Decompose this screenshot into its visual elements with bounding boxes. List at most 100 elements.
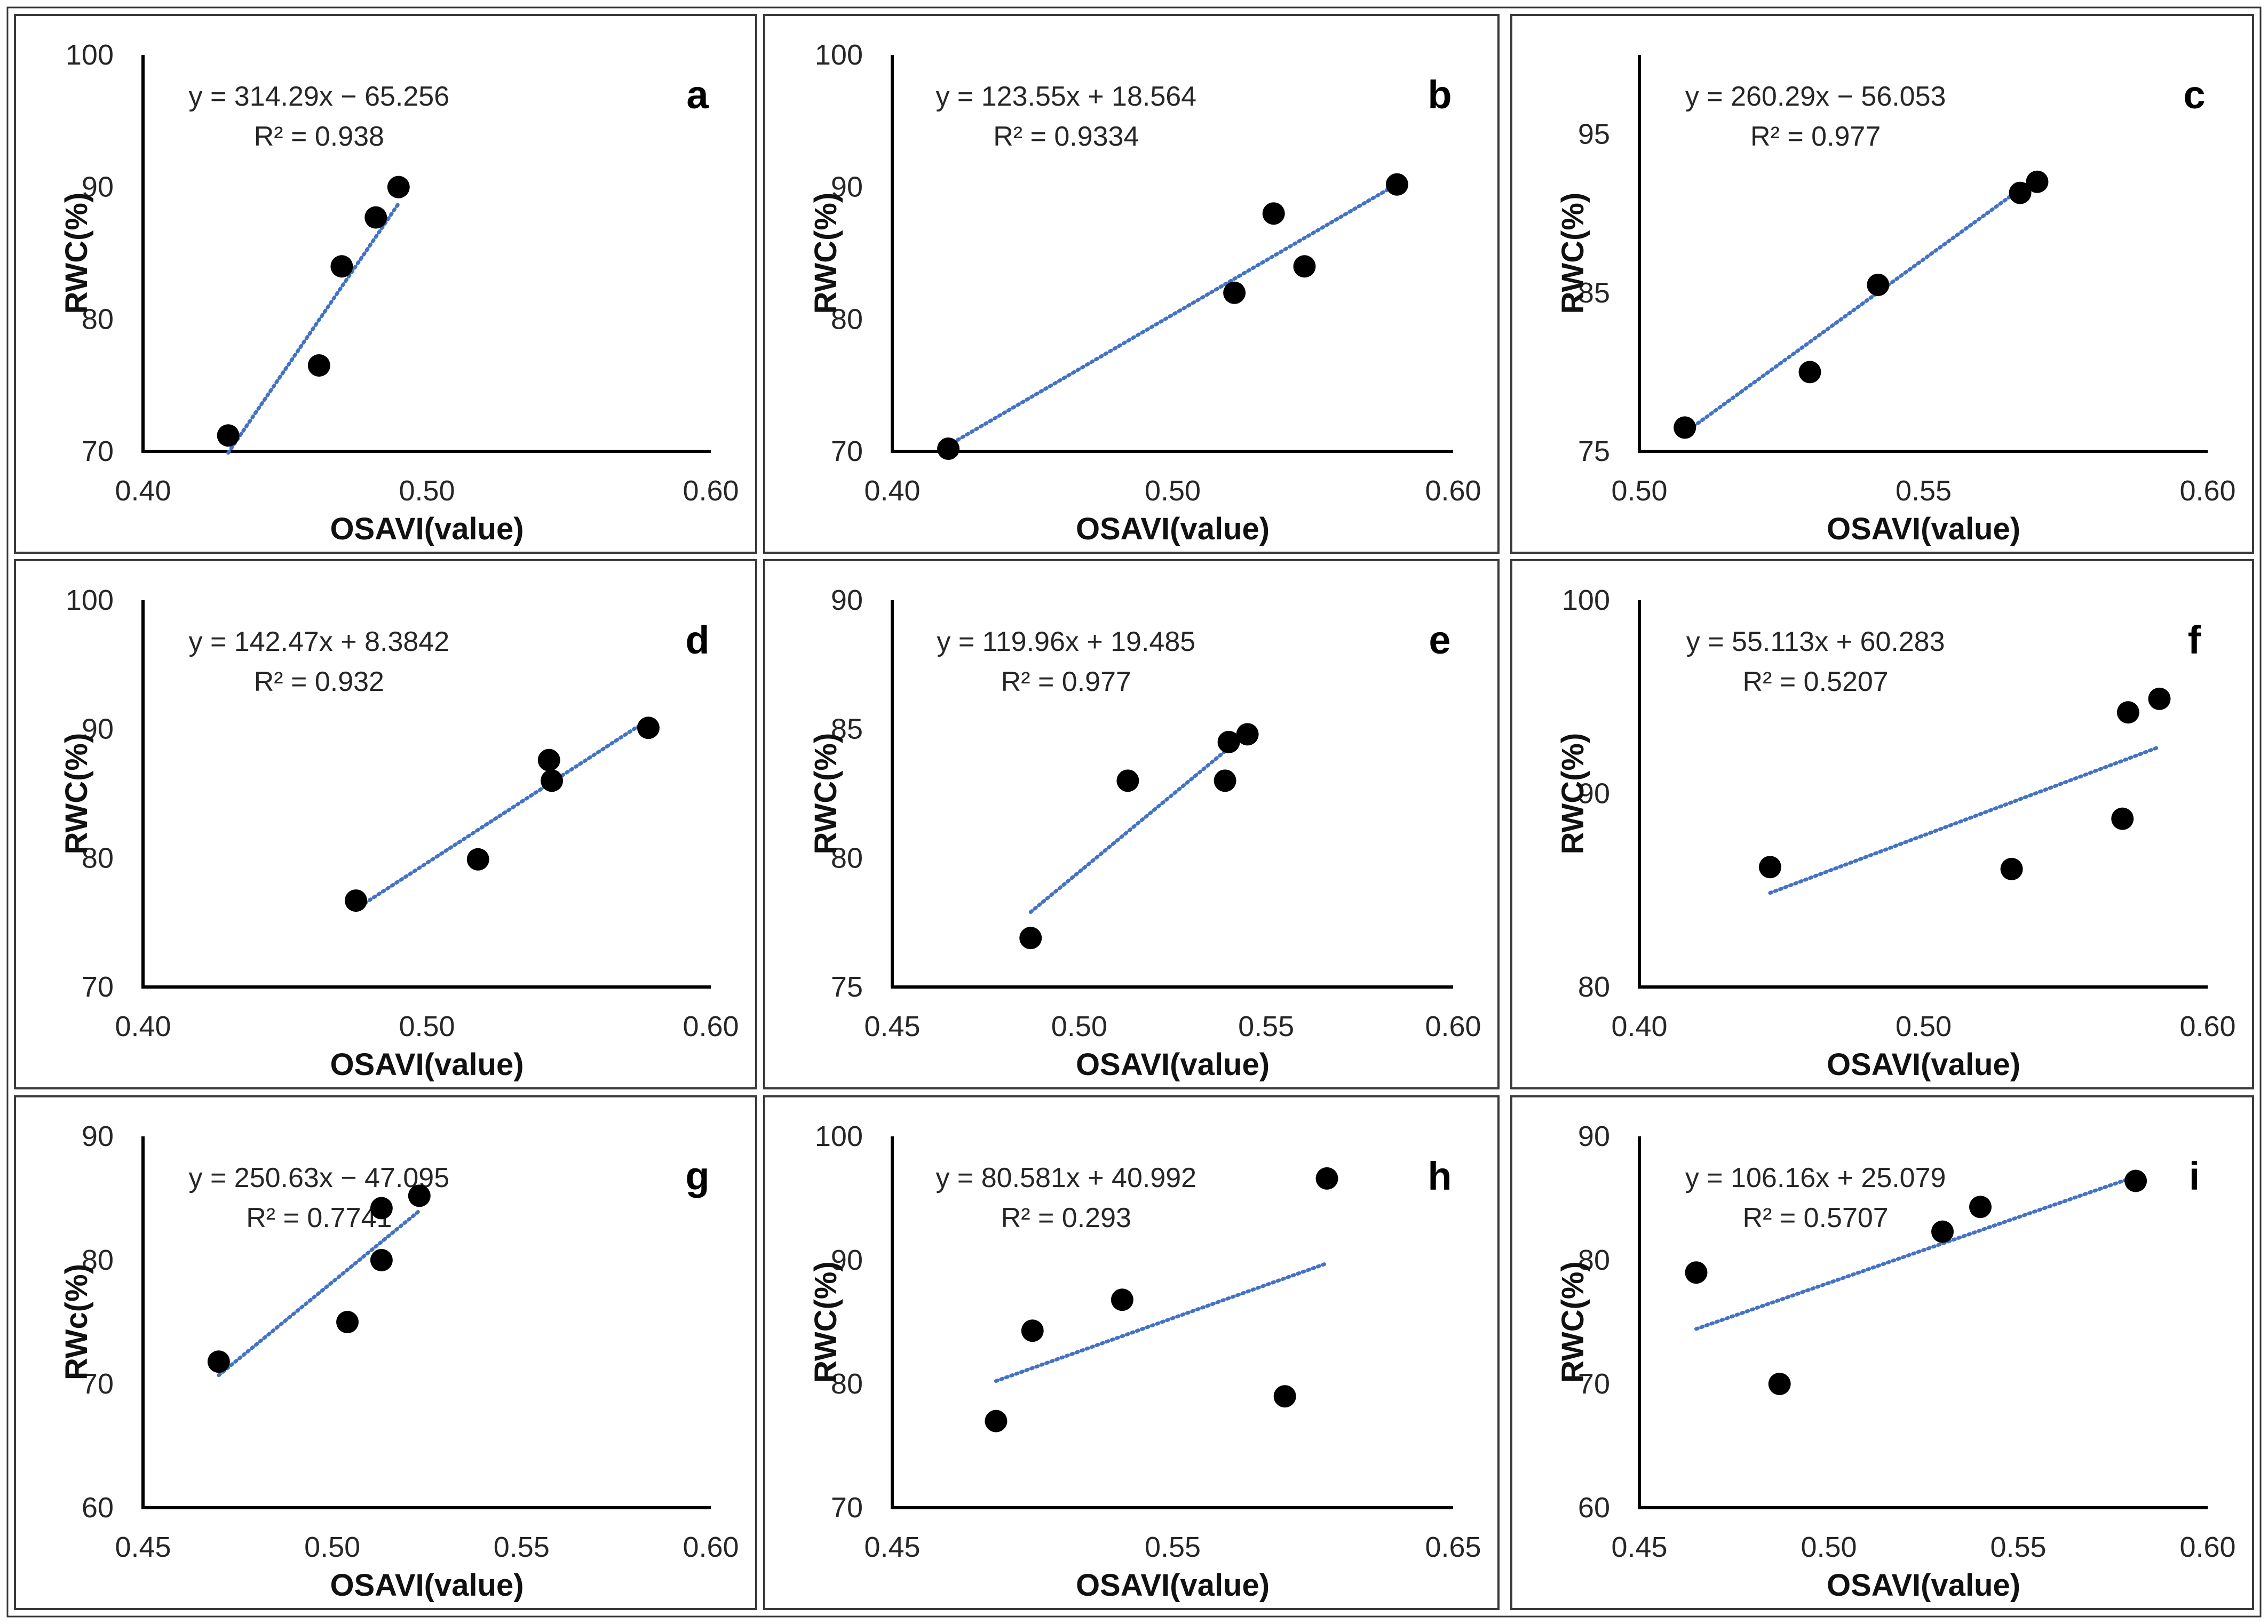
panel-label: c	[2183, 73, 2205, 117]
x-tick-label: 0.55	[1238, 1010, 1294, 1042]
trendline	[1683, 187, 2023, 435]
x-tick-label: 0.50	[1051, 1010, 1107, 1042]
x-axis-title: OSAVI(value)	[330, 1568, 524, 1603]
y-tick-label: 80	[831, 1368, 863, 1400]
data-point	[330, 255, 353, 278]
x-tick-label: 0.60	[683, 1010, 739, 1042]
panel-label: e	[1429, 618, 1450, 662]
y-axis-title: RWC(%)	[1556, 1261, 1590, 1383]
trendline	[1028, 730, 1250, 914]
y-axis-title: RWC(%)	[1556, 193, 1590, 314]
data-point	[217, 424, 240, 447]
x-axis-title: OSAVI(value)	[330, 512, 524, 546]
data-point	[364, 206, 387, 229]
x-tick-label: 0.60	[683, 1531, 739, 1563]
regression-equation: y = 119.96x + 19.485	[937, 626, 1195, 657]
y-tick-label: 80	[1578, 1244, 1610, 1276]
panel-label: d	[685, 618, 709, 662]
r-squared-label: R² = 0.5707	[1743, 1203, 1889, 1233]
data-point	[2000, 857, 2023, 880]
regression-equation: y = 314.29x − 65.256	[189, 81, 450, 112]
y-tick-label: 80	[82, 303, 114, 335]
data-point	[1315, 1167, 1338, 1190]
r-squared-label: R² = 0.293	[1001, 1203, 1131, 1233]
trendline	[226, 202, 401, 455]
panel-f: 0.40 0.50 0.60 80 90 100 OSAVI(value) RWC(%) f y …	[1510, 559, 2254, 1089]
r-squared-label: R² = 0.977	[1001, 666, 1131, 697]
panel-label: h	[1428, 1154, 1452, 1198]
data-point	[1214, 769, 1236, 792]
y-axis-title: RWC(%)	[808, 733, 843, 855]
regression-equation: y = 260.29x − 56.053	[1685, 81, 1946, 112]
y-tick-label: 70	[831, 435, 863, 467]
data-point	[1758, 856, 1781, 879]
x-tick-label: 0.50	[399, 475, 455, 507]
panel-label: b	[1428, 73, 1452, 117]
x-tick-label: 0.55	[1145, 1531, 1201, 1563]
y-tick-label: 90	[82, 1120, 114, 1152]
y-tick-label: 70	[831, 1492, 863, 1524]
x-tick-label: 0.50	[399, 1010, 455, 1042]
data-point	[1111, 1288, 1133, 1311]
axis-lines	[891, 55, 1453, 453]
data-point	[985, 1410, 1008, 1432]
data-point	[2148, 687, 2171, 710]
y-tick-label: 90	[82, 713, 114, 745]
panel-frame	[14, 1095, 757, 1610]
data-point	[345, 889, 367, 912]
trendline	[1768, 745, 2161, 895]
y-tick-label: 90	[831, 171, 863, 203]
x-axis-title: OSAVI(value)	[330, 1047, 524, 1082]
x-axis-title: OSAVI(value)	[1076, 1568, 1270, 1603]
r-squared-label: R² = 0.938	[254, 121, 384, 152]
x-tick-label: 0.40	[864, 475, 920, 507]
data-point	[1674, 416, 1696, 439]
panel-h: 0.45 0.55 0.65 70 80 90 100 OSAVI(value) RWC(%) h…	[763, 1095, 1500, 1610]
data-point	[1019, 927, 1042, 950]
data-point	[1293, 255, 1316, 278]
data-point	[1931, 1220, 1954, 1243]
data-point	[1236, 723, 1259, 746]
r-squared-label: R² = 0.932	[254, 666, 384, 697]
data-point	[370, 1197, 393, 1220]
panel-frame	[763, 1095, 1500, 1610]
y-tick-label: 90	[831, 584, 863, 616]
y-axis-title: RWC(%)	[59, 733, 94, 855]
data-point	[466, 848, 489, 871]
regression-equation: y = 250.63x − 47.095	[189, 1163, 450, 1193]
x-tick-label: 0.60	[2179, 475, 2235, 507]
y-tick-label: 85	[1578, 277, 1610, 309]
data-point	[2026, 170, 2049, 193]
axis-lines	[1638, 1136, 2208, 1509]
y-tick-label: 80	[82, 842, 114, 874]
y-tick-label: 75	[831, 971, 863, 1003]
y-tick-label: 100	[815, 39, 863, 71]
x-tick-label: 0.50	[1801, 1531, 1857, 1563]
y-tick-label: 60	[82, 1492, 114, 1524]
axis-lines	[141, 600, 711, 989]
x-tick-label: 0.60	[2179, 1010, 2235, 1042]
x-tick-label: 0.60	[2179, 1531, 2235, 1563]
x-tick-label: 0.55	[494, 1531, 550, 1563]
axis-lines	[1638, 600, 2208, 989]
panel-i: 0.45 0.50 0.55 0.60 60 70 80 90 OSAVI(value) RWC(…	[1510, 1095, 2254, 1610]
data-point	[1867, 273, 1890, 296]
x-tick-label: 0.55	[1896, 475, 1952, 507]
y-axis-title: RWC(%)	[59, 193, 94, 314]
panels-grid: 0.40 0.50 0.60 70 80 90 100 OSAVI(value) RWC(%) a…	[14, 14, 2254, 1610]
panel-frame	[14, 14, 757, 554]
data-point	[1273, 1385, 1296, 1408]
trendline	[1694, 1174, 2138, 1331]
data-point	[1385, 173, 1408, 196]
x-tick-label: 0.65	[1425, 1531, 1481, 1563]
x-axis-title: OSAVI(value)	[1827, 1568, 2020, 1603]
regression-equation: y = 142.47x + 8.3842	[189, 626, 450, 657]
y-tick-label: 90	[1578, 1120, 1610, 1152]
y-tick-label: 100	[1562, 584, 1610, 616]
x-tick-label: 0.45	[115, 1531, 171, 1563]
panel-d: 0.40 0.50 0.60 70 80 90 100 OSAVI(value) RWC(%) d…	[14, 559, 757, 1089]
y-tick-label: 80	[82, 1244, 114, 1276]
panel-label: g	[685, 1154, 709, 1198]
panel-a: 0.40 0.50 0.60 70 80 90 100 OSAVI(value) RWC(%) a…	[14, 14, 757, 554]
y-tick-label: 90	[82, 171, 114, 203]
